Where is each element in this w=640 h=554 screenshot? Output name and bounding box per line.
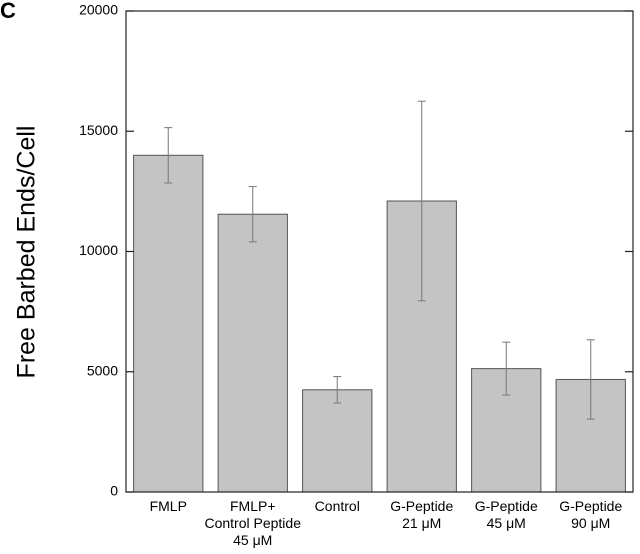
plot-area: 0 5000 10000 15000 20000 FMLP FMLP+ Control Pep… (79, 2, 634, 548)
bar (302, 389, 373, 493)
x-tick-label: G-Peptide 45 μM (475, 498, 538, 531)
bar (217, 213, 288, 493)
y-tick-label: 0 (110, 483, 118, 499)
panel-label: C (0, 0, 16, 23)
y-tick-label: 20000 (79, 2, 118, 18)
y-tick-label: 10000 (79, 242, 118, 258)
x-tick-label: FMLP (150, 498, 187, 514)
x-tick-label: G-Peptide 21 μM (390, 498, 453, 531)
x-tick-label: FMLP+ Control Peptide 45 μM (204, 498, 301, 548)
y-tick-label: 15000 (79, 122, 118, 138)
x-tick-label: G-Peptide 90 μM (559, 498, 622, 531)
x-tick-label: Control (315, 498, 360, 514)
y-tick-label: 5000 (87, 362, 118, 378)
bar (133, 154, 204, 493)
y-axis-label: Free Barbed Ends/Cell (13, 126, 41, 379)
